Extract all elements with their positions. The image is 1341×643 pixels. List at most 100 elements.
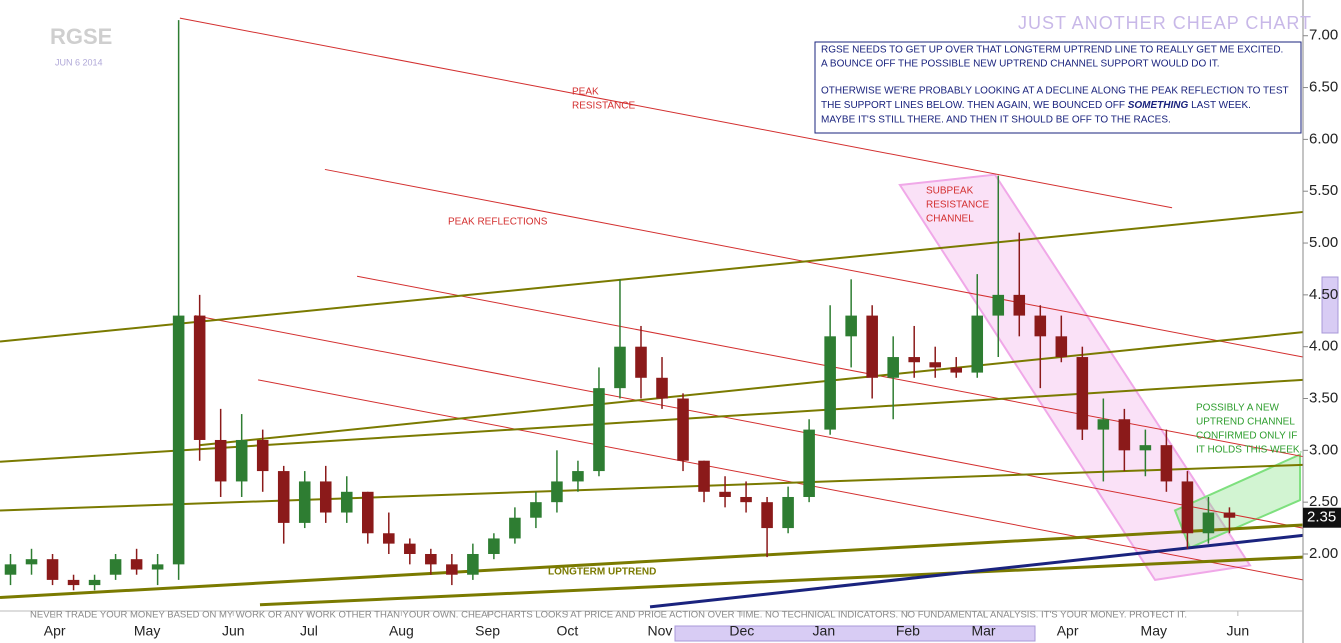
candles bbox=[4, 20, 1236, 591]
candle-body bbox=[256, 439, 269, 472]
trendline bbox=[199, 331, 1304, 447]
candle-body bbox=[971, 315, 984, 373]
candle-body bbox=[656, 377, 668, 399]
x-tick-label: Apr bbox=[44, 623, 66, 639]
commentary-part: THE SUPPORT LINES BELOW. THEN AGAIN, WE … bbox=[821, 100, 1128, 111]
scroll-handle[interactable] bbox=[1321, 276, 1339, 334]
x-tick-label: Jul bbox=[300, 623, 318, 639]
trendline bbox=[179, 17, 1173, 209]
y-tick-label: 2.50 bbox=[1309, 493, 1338, 510]
candle-body bbox=[109, 559, 122, 575]
x-tick-label: Aug bbox=[389, 623, 414, 639]
x-tick-label: Mar bbox=[971, 623, 995, 639]
y-tick-label: 3.50 bbox=[1309, 389, 1338, 406]
chart-title: RGSE bbox=[50, 24, 112, 49]
candle-body bbox=[46, 559, 59, 580]
candle-body bbox=[1160, 445, 1173, 482]
annotation: LONGTERM UPTREND bbox=[548, 567, 656, 578]
candle-body bbox=[698, 460, 710, 492]
candle-body bbox=[4, 564, 17, 575]
candle-body bbox=[1034, 315, 1047, 337]
candle-body bbox=[277, 471, 290, 523]
candle-body bbox=[593, 388, 605, 472]
y-tick-label: 6.50 bbox=[1309, 79, 1338, 96]
y-tick-label: 6.00 bbox=[1309, 130, 1338, 147]
annotation: IT HOLDS THIS WEEK. bbox=[1196, 445, 1302, 456]
candle-body bbox=[908, 357, 920, 363]
candle-body bbox=[67, 579, 80, 586]
candle-body bbox=[340, 491, 353, 513]
candle-body bbox=[214, 439, 227, 482]
candle-body bbox=[25, 559, 38, 565]
candle-body bbox=[88, 579, 101, 586]
trendline bbox=[194, 315, 1304, 529]
candle-body bbox=[1055, 336, 1068, 358]
trendline bbox=[257, 379, 1304, 581]
candle-body bbox=[551, 481, 563, 503]
annotation: RESISTANCE bbox=[572, 101, 635, 112]
candle-body bbox=[740, 496, 752, 503]
candle-body bbox=[866, 315, 878, 378]
commentary-line: OTHERWISE WE'RE PROBABLY LOOKING AT A DE… bbox=[821, 86, 1289, 97]
x-tick-label: Jun bbox=[1227, 623, 1250, 639]
candle-body bbox=[488, 538, 500, 554]
commentary-emphasis: SOMETHING bbox=[1128, 100, 1189, 111]
candle-body bbox=[319, 481, 332, 513]
x-tick-label: May bbox=[1141, 623, 1167, 639]
chart-date: JUN 6 2014 bbox=[55, 57, 103, 67]
annotation: POSSIBLY A NEW bbox=[1196, 403, 1280, 414]
candle-body bbox=[172, 315, 185, 565]
candle-body bbox=[151, 564, 164, 570]
candle-body bbox=[992, 294, 1005, 316]
candle-body bbox=[761, 502, 773, 529]
candle-body bbox=[404, 543, 416, 554]
candle-body bbox=[235, 439, 248, 482]
last-price-box bbox=[1303, 507, 1341, 528]
y-tick-label: 5.00 bbox=[1309, 234, 1338, 251]
candle-body bbox=[1013, 294, 1026, 316]
candle-body bbox=[383, 533, 395, 544]
commentary-line: MAYBE IT'S STILL THERE. AND THEN IT SHOU… bbox=[821, 115, 1171, 126]
scrollbar[interactable] bbox=[674, 625, 1036, 642]
candle-body bbox=[782, 496, 794, 529]
trendline bbox=[649, 533, 1304, 609]
y-tick-label: 5.50 bbox=[1309, 182, 1338, 199]
annotation: SUBPEAK bbox=[926, 186, 974, 197]
candle-body bbox=[572, 471, 584, 482]
annotation: UPTREND CHANNEL bbox=[1196, 417, 1295, 428]
annotation: PEAK bbox=[572, 87, 599, 98]
candle-body bbox=[824, 336, 836, 430]
x-tick-label: Nov bbox=[647, 623, 672, 639]
candle-body bbox=[1202, 512, 1215, 534]
trendline bbox=[259, 555, 1304, 607]
candle-body bbox=[446, 564, 458, 575]
commentary-part: LAST WEEK. bbox=[1188, 100, 1251, 111]
annotation: CHANNEL bbox=[926, 214, 974, 225]
candle-body bbox=[509, 517, 521, 539]
candle-body bbox=[1223, 512, 1236, 518]
trendline bbox=[0, 463, 1304, 512]
candle-body bbox=[467, 553, 479, 575]
candle-body bbox=[887, 357, 899, 378]
candle-body bbox=[1181, 481, 1194, 534]
annotation: CONFIRMED ONLY IF bbox=[1196, 431, 1297, 442]
x-tick-label: Oct bbox=[557, 623, 579, 639]
trendline bbox=[324, 168, 1304, 358]
x-tick-label: Apr bbox=[1057, 623, 1079, 639]
x-tick-label: Jun bbox=[222, 623, 245, 639]
candle-body bbox=[1139, 445, 1152, 451]
x-tick-label: Dec bbox=[729, 623, 754, 639]
y-tick-label: 2.00 bbox=[1309, 545, 1338, 562]
commentary-line: RGSE NEEDS TO GET UP OVER THAT LONGTERM … bbox=[821, 45, 1283, 56]
annotation: PEAK REFLECTIONS bbox=[448, 217, 548, 228]
candle-body bbox=[1076, 357, 1089, 430]
candle-body bbox=[193, 315, 206, 440]
candle-body bbox=[635, 346, 647, 378]
x-tick-label: May bbox=[134, 623, 160, 639]
candle-body bbox=[950, 367, 963, 373]
y-tick-label: 3.00 bbox=[1309, 441, 1338, 458]
trendline bbox=[0, 210, 1304, 343]
disclaimer: NEVER TRADE YOUR MONEY BASED ON MY WORK … bbox=[30, 610, 1187, 621]
candle-body bbox=[677, 398, 689, 461]
